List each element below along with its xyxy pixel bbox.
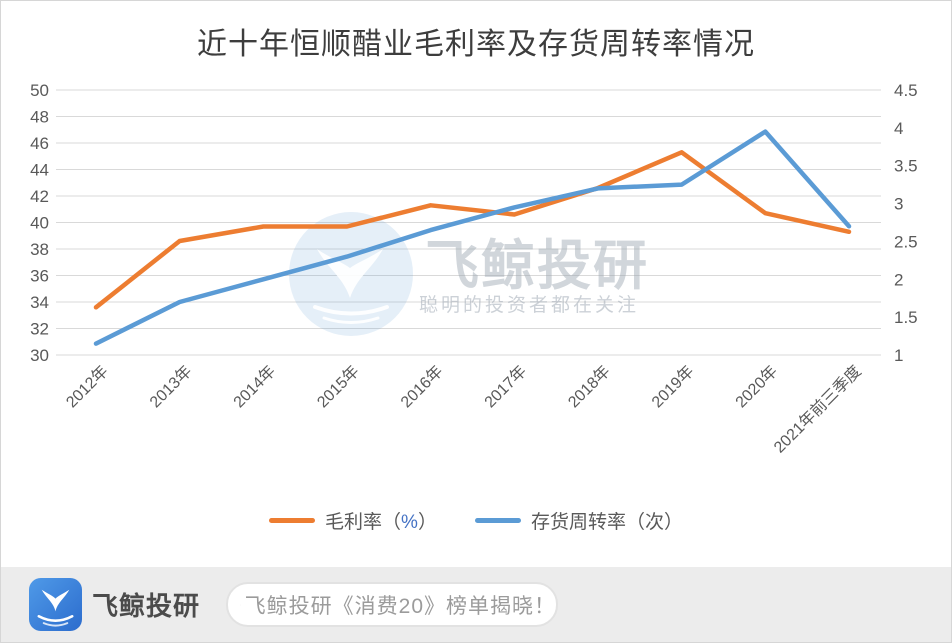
left-axis-tick: 32	[30, 320, 49, 339]
left-axis-tick: 50	[30, 81, 49, 100]
watermark-wave-2	[322, 316, 380, 324]
series-lines	[93, 129, 852, 346]
watermark-wave-1	[313, 305, 389, 316]
legend-swatch	[474, 518, 521, 523]
left-axis-tick: 36	[30, 267, 49, 286]
x-axis-tick: 2012年	[63, 362, 112, 411]
legend-item: 毛利率（%）	[269, 507, 437, 534]
search-icon	[240, 604, 241, 605]
left-axis-tick: 30	[30, 346, 49, 365]
footer-brand: 飞鲸投研	[92, 591, 201, 621]
legend-item: 存货周转率（次）	[474, 507, 683, 534]
whale-logo-icon[interactable]	[29, 578, 82, 631]
x-axis-tick: 2014年	[230, 362, 279, 411]
right-axis-tick: 2.5	[894, 232, 918, 251]
watermark: 飞鲸投研 聪明的投资者都在关注	[289, 212, 649, 336]
x-axis-tick: 2018年	[565, 362, 614, 411]
x-axis-tick: 2016年	[397, 362, 446, 411]
left-axis-tick: 38	[30, 240, 49, 259]
x-axis-tick: 2017年	[481, 362, 530, 411]
x-axis-tick: 2019年	[648, 362, 697, 411]
legend-swatch	[269, 518, 316, 523]
chart-svg: 飞鲸投研 聪明的投资者都在关注 50484644424038363432304.…	[30, 81, 918, 457]
search-box[interactable]: 飞鲸投研《消费20》榜单揭晓！	[226, 582, 559, 627]
left-axis-tick: 48	[30, 108, 49, 127]
left-axis-tick: 34	[30, 293, 49, 312]
legend-label: 毛利率（%）	[325, 512, 437, 533]
watermark-brand: 飞鲸投研	[425, 236, 649, 296]
x-axis-tick: 2020年	[732, 362, 781, 411]
x-axis-tick: 2021年前三季度	[770, 362, 864, 456]
chart-title: 近十年恒顺醋业毛利率及存货周转率情况	[197, 28, 755, 61]
footer-bar: 飞鲸投研 飞鲸投研《消费20》榜单揭晓！	[1, 567, 951, 642]
right-axis-tick: 4	[894, 119, 903, 138]
right-axis-tick: 2	[894, 270, 903, 289]
search-box-text: 飞鲸投研《消费20》榜单揭晓！	[244, 594, 557, 618]
chart-legend: 毛利率（%） 存货周转率（次）	[1, 507, 951, 534]
right-axis-tick: 3.5	[894, 157, 918, 176]
watermark-tagline: 聪明的投资者都在关注	[419, 294, 639, 316]
left-axis-tick: 46	[30, 134, 49, 153]
x-axis-tick: 2015年	[314, 362, 363, 411]
right-axis-tick: 3	[894, 195, 903, 214]
series-line-left	[93, 150, 852, 310]
series-line-right	[93, 129, 852, 346]
chart-card: 近十年恒顺醋业毛利率及存货周转率情况 飞鲸投研 聪明的投资者都在关注 50 48 4…	[1, 1, 951, 567]
right-axis-tick: 1	[894, 346, 903, 365]
right-axis-tick: 1.5	[894, 308, 918, 327]
x-axis-tick: 2013年	[146, 362, 195, 411]
gridlines	[56, 89, 881, 356]
left-axis-tick: 42	[30, 187, 49, 206]
legend-label: 存货周转率（次）	[530, 512, 683, 533]
right-axis-tick: 4.5	[894, 81, 918, 100]
left-axis-tick: 40	[30, 214, 49, 233]
left-axis-tick: 44	[30, 161, 49, 180]
